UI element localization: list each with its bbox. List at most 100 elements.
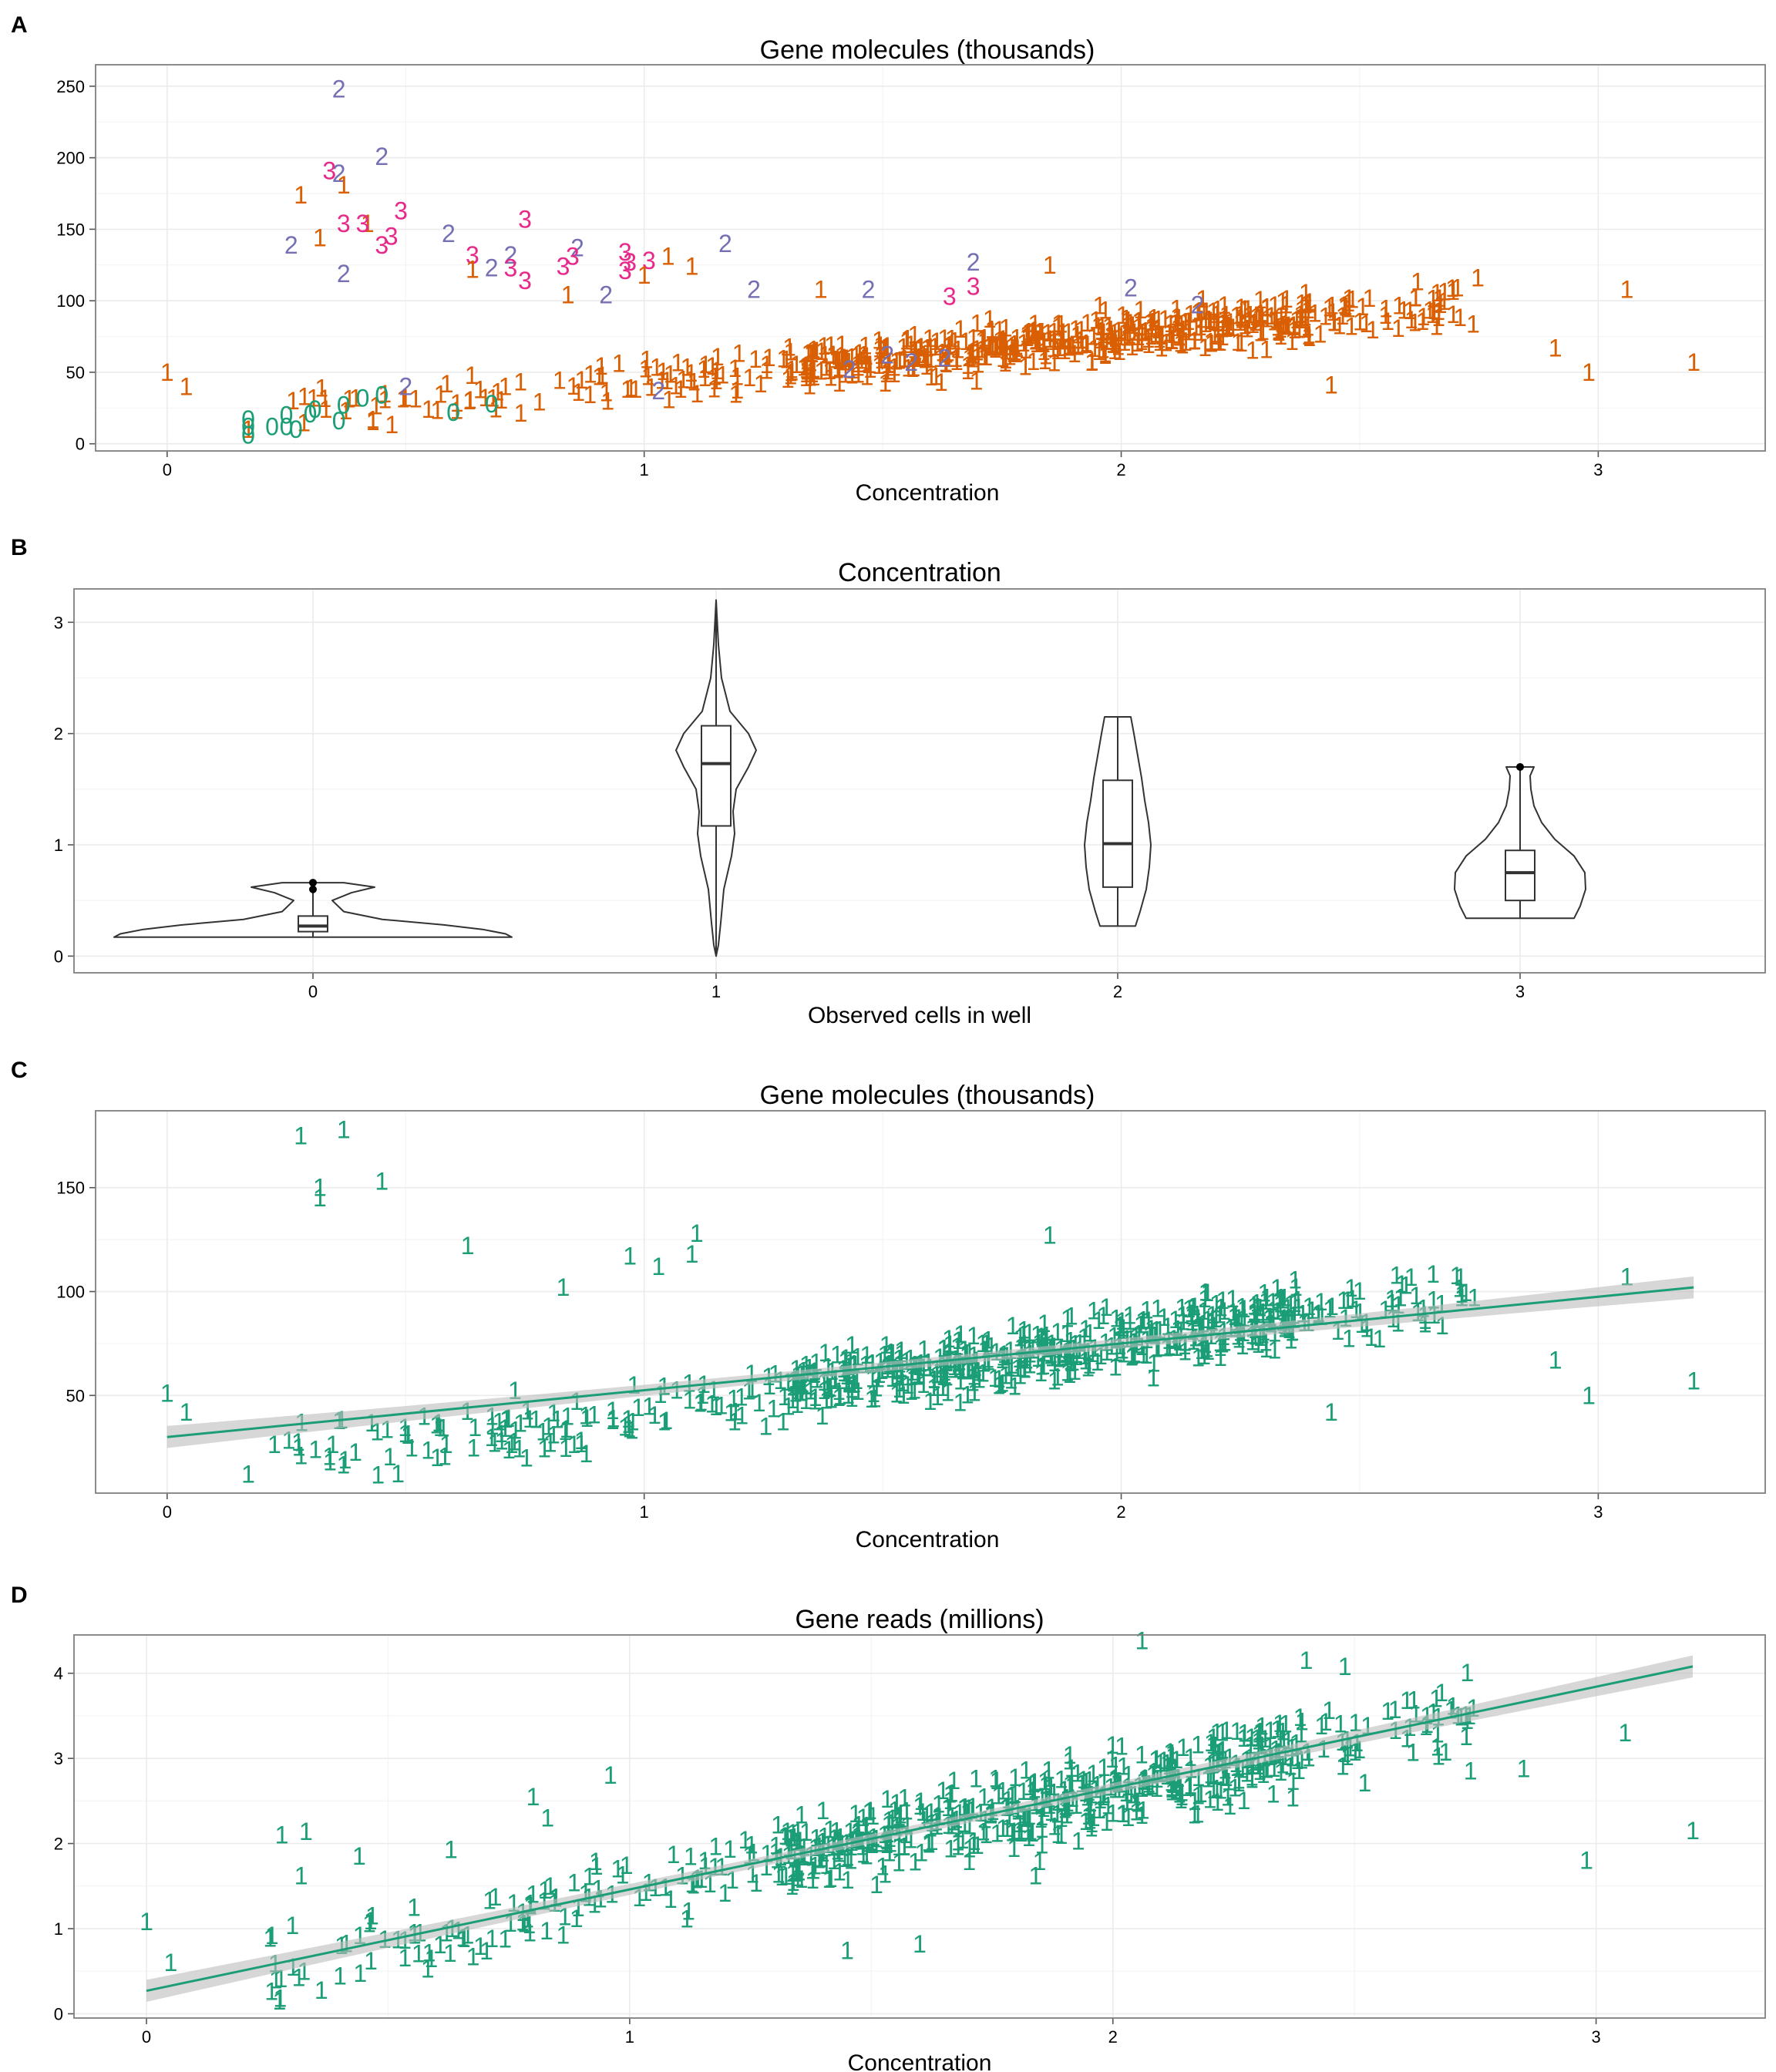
panel-a-cloud-point: 1 [1173, 329, 1187, 357]
panel-a-cloud-point: 1 [872, 352, 886, 379]
panel-a-cloud-point: 1 [1246, 336, 1260, 364]
panel-a-labeled-point: 0 [241, 422, 255, 449]
panel-a: A Gene molecules (thousands) 0 1 2 30501001… [11, 12, 1766, 506]
panel-a-cloud-point: 1 [499, 373, 513, 401]
panel-d-cloud-point: 1 [265, 1922, 279, 1949]
panel-a-cloud-point: 1 [835, 345, 849, 372]
panel-b-y-tick-label: 1 [54, 836, 63, 855]
panel-a-cloud-point: 1 [1043, 325, 1057, 353]
panel-c-labeled-point: 1 [651, 1253, 665, 1280]
panel-a-cloud-point: 1 [962, 344, 976, 372]
panel-a-cloud-point: 1 [1037, 328, 1051, 355]
panel-a-cloud-point: 1 [690, 380, 704, 408]
panel-c-cloud-point: 1 [1017, 1354, 1031, 1382]
panel-d-labeled-point: 1 [1135, 1627, 1149, 1655]
panel-d-cloud-point: 1 [1381, 1697, 1394, 1725]
panel-c-labeled-point: 1 [241, 1461, 255, 1488]
panel-a-cloud-point: 1 [671, 349, 684, 377]
panel-d-cloud-point: 1 [567, 1868, 581, 1896]
panel-a-labeled-point: 3 [618, 257, 632, 284]
panel-a-cloud-point: 1 [730, 362, 744, 390]
panel-a-cloud-point: 1 [574, 366, 588, 394]
panel-a-cloud-point: 1 [1301, 322, 1315, 350]
panel-a-cloud-point: 1 [1007, 331, 1021, 358]
panel-c-labeled-point: 1 [1549, 1346, 1562, 1374]
panel-a-cloud-point: 1 [920, 335, 934, 362]
panel-a-cloud-point: 1 [1165, 326, 1179, 354]
panel-a-cloud-point: 1 [985, 330, 999, 358]
panel-a-cloud-point: 1 [1299, 279, 1313, 307]
panel-d-cloud-point: 1 [1081, 1802, 1095, 1830]
panel-a-cloud-point: 1 [941, 339, 955, 367]
panel-a-cloud-point: 1 [1434, 291, 1448, 318]
panel-a-cloud-point: 1 [1194, 305, 1208, 333]
panel-d-labeled-point: 1 [352, 1842, 366, 1870]
panel-a-cloud-point: 1 [1451, 274, 1465, 301]
panel-a-cloud-point: 1 [339, 397, 353, 425]
panel-a-cloud-point: 1 [1274, 302, 1288, 330]
panel-d-cloud-point: 1 [540, 1917, 553, 1945]
panel-d-cloud-point: 1 [362, 1909, 376, 1937]
panel-a-cloud-point: 1 [1241, 295, 1255, 323]
panel-a-cloud-point: 1 [1210, 301, 1224, 328]
panel-a-cloud-point: 1 [638, 355, 652, 383]
panel-a-cloud-point: 1 [1133, 307, 1147, 335]
panel-d-cloud-point: 1 [557, 1922, 570, 1949]
panel-c-cloud-point: 1 [1114, 1311, 1128, 1339]
panel-a-cloud-point: 1 [378, 386, 392, 414]
panel-d-title: Gene reads (millions) [795, 1605, 1044, 1634]
panel-d-labeled-point: 1 [444, 1835, 458, 1863]
panel-a-cloud-point: 1 [1427, 297, 1441, 325]
panel-a-cloud-point: 1 [896, 334, 910, 362]
panel-a-cloud-point: 1 [985, 318, 999, 345]
panel-c-labeled-point: 1 [1687, 1367, 1700, 1394]
panel-a-cloud-point: 1 [1285, 328, 1299, 355]
panel-a-y-tick-label: 100 [56, 291, 85, 311]
panel-a-cloud-point: 1 [624, 374, 637, 402]
panel-a-labeled-point: 0 [337, 392, 351, 419]
panel-a-cloud-point: 1 [1219, 314, 1233, 342]
panel-a-cloud-point: 1 [711, 343, 725, 371]
panel-a-cloud-point: 1 [1303, 324, 1317, 352]
panel-c-cloud-point: 1 [1146, 1364, 1160, 1392]
panel-d-labeled-point: 1 [299, 1818, 313, 1845]
panel-a-cloud-point: 1 [799, 356, 813, 384]
panel-c-cloud-point: 1 [1384, 1285, 1398, 1313]
panel-a-cloud-point: 1 [1466, 311, 1480, 338]
panel-a-cloud-point: 1 [1416, 308, 1430, 335]
panel-a-labeled-point: 2 [284, 231, 298, 259]
panel-b-x-tick-label: 2 [1113, 982, 1122, 1001]
panel-a-cloud-point: 1 [1019, 323, 1033, 351]
panel-a-cloud-point: 1 [934, 368, 948, 396]
panel-c-labeled-point: 1 [375, 1168, 388, 1196]
panel-a-cloud-point: 1 [1096, 321, 1110, 348]
panel-a-cloud-point: 1 [1182, 314, 1196, 341]
panel-a-cloud-point: 1 [1217, 306, 1231, 334]
panel-d-labeled-point: 1 [1300, 1646, 1314, 1674]
panel-b-box-0 [298, 915, 328, 933]
panel-a-cloud-point: 1 [1254, 300, 1268, 328]
panel-a-cloud-point: 1 [965, 345, 979, 372]
panel-a-cloud-point: 1 [1276, 311, 1290, 339]
panel-a-cloud-point: 1 [829, 345, 843, 373]
panel-a-cloud-point: 1 [1028, 321, 1042, 349]
panel-a-labeled-point: 1 [561, 281, 575, 309]
panel-a-cloud-point: 1 [430, 397, 444, 425]
panel-a-labeled-point: 2 [967, 248, 980, 276]
panel-a-cloud-point: 1 [929, 363, 943, 391]
panel-a-cloud-point: 1 [975, 335, 989, 363]
panel-a-cloud-point: 1 [595, 362, 609, 389]
panel-d-cloud-point: 1 [1007, 1835, 1021, 1862]
panel-a-cloud-point: 1 [1087, 322, 1101, 350]
panel-a-cloud-point: 1 [489, 395, 503, 422]
panel-a-cloud-point: 1 [1453, 304, 1467, 331]
panel-d-labeled-point: 1 [1579, 1847, 1593, 1875]
panel-a-cloud-point: 1 [942, 345, 956, 372]
panel-a-cloud-point: 1 [399, 385, 412, 412]
panel-a-cloud-point: 1 [1471, 264, 1485, 291]
panel-a-cloud-point: 1 [1432, 284, 1446, 312]
panel-d-cloud-point: 1 [681, 1897, 695, 1925]
panel-letter-c: C [11, 1058, 28, 1083]
